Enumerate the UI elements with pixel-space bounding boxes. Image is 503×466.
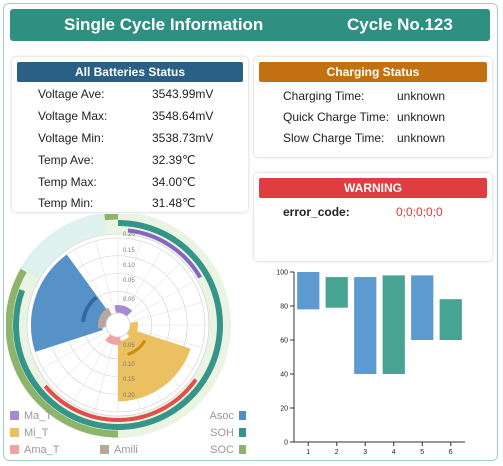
legend-swatch-mi_t [10,428,19,437]
x-tick-label: 3 [363,449,367,456]
error-code-label: error_code: [283,205,350,219]
soh-ring [13,220,223,430]
temp-min-label: Temp Min: [38,196,94,210]
y-tick-label: 0 [284,440,288,447]
data-sector-1 [31,254,109,352]
legend-swatch-ma_t [10,411,19,420]
hub-sector-0 [114,305,133,317]
charging-status-panel: Charging Status Charging Time: unknown Q… [254,57,492,157]
hub-center [105,312,131,338]
mi-t-inner-arc [127,339,147,356]
error-code-value: 0;0;0;0;0 [396,205,443,219]
radial-tick-label: 0.15 [123,377,135,383]
x-tick-label: 1 [306,449,310,456]
voltage-ave-value: 3543.99mV [152,87,214,101]
legend-swatch-ama_t [10,445,19,454]
grid-spoke [131,281,194,318]
radial-tick-label: 0.20 [123,393,135,399]
grid-spoke [125,249,162,312]
ma-t-arc [127,228,203,279]
warning-panel: WARNING error_code: 0;0;0;0;0 [254,173,492,261]
data-sector-0 [118,329,191,402]
voltage-min-label: Voltage Min: [38,131,105,145]
slow-charge-time-value: unknown [397,131,446,145]
bar-3 [354,277,377,374]
radial-tick-label: 0.05 [123,278,135,284]
y-tick-label: 80 [280,304,288,311]
page-title: Single Cycle Information [64,15,264,34]
hub-sector-3 [98,307,112,329]
grid-spoke [133,302,203,322]
grid-spoke [121,240,141,310]
legend-swatch-asoc [239,411,246,420]
temp-max-label: Temp Max: [38,175,97,189]
bar-6 [439,299,462,340]
grid-spoke [42,332,105,369]
y-tick-label: 40 [280,372,288,379]
legend-label-soc: SOC [210,444,234,456]
grid-spoke [95,240,115,310]
radial-tick-label: 0.05 [123,343,135,349]
voltage-ave-label: Voltage Ave: [38,87,105,101]
grid-spoke [74,338,111,401]
legend-swatch-soc [239,445,246,454]
quick-charge-time-label: Quick Charge Time: [283,110,390,124]
quick-charge-time-value: unknown [397,110,446,124]
grid-spoke [129,263,180,314]
voltage-min-value: 3538.73mV [152,131,214,145]
y-tick-label: 20 [280,406,288,413]
all-batteries-status-title: All Batteries Status [17,62,243,82]
grid-spoke [74,249,111,312]
legend-swatch-soh [239,428,246,437]
charging-status-title: Charging Status [259,62,487,82]
legend-label-amili: Amili [114,444,138,456]
cycle-number: Cycle No.123 [347,15,453,34]
warning-title: WARNING [259,178,487,198]
temp-ave-label: Temp Ave: [38,153,94,167]
y-tick-label: 100 [276,270,288,277]
charging-time-label: Charging Time: [283,89,365,103]
bar-2 [325,277,348,308]
page-header: Single Cycle Information Cycle No.123 [10,9,490,41]
grid-spoke [56,336,107,387]
legend-label-ama_t: Ama_T [24,444,60,456]
slow-charge-time-label: Slow Charge Time: [283,131,385,145]
grid-spoke [95,340,115,410]
temp-min-value: 31.48℃ [152,196,196,210]
x-tick-label: 4 [392,449,396,456]
voltage-max-label: Voltage Max: [38,109,108,123]
radial-tick-label: 0.10 [123,362,135,368]
bar-4 [382,275,405,374]
x-tick-label: 5 [420,449,424,456]
temp-ave-value: 32.39℃ [152,153,196,167]
temp-max-value: 34.00℃ [152,175,196,189]
legend-label-soh: SOH [210,427,234,439]
all-batteries-status-panel: All Batteries Status Voltage Ave: 3543.9… [12,57,248,212]
waterfall-bar-chart: 100 80 60 40 20 0 1 2 3 4 5 6 [276,270,465,456]
bar-5 [411,275,434,340]
grid-spoke [133,328,203,348]
radial-tick-label: 0.15 [123,248,135,254]
charging-time-value: unknown [397,89,446,103]
y-tick-label: 60 [280,338,288,345]
radial-tick-label: 0.20 [123,232,135,238]
x-tick-label: 2 [335,449,339,456]
legend-label-ma_t: Ma_T [24,410,52,422]
voltage-max-value: 3548.64mV [152,109,214,123]
radial-bar-chart: 0.20 0.15 0.10 0.05 0.00 0.05 0.10 0.15 0.20 Ma_T… [6,214,246,456]
legend-label-asoc: Asoc [210,410,235,422]
hub-sector-1 [126,321,138,340]
asoc-inner-arc [81,295,98,323]
bar-1 [297,272,320,310]
x-tick-label: 6 [449,449,453,456]
ama-t-arc [43,378,198,422]
outer-highlight [20,214,107,279]
radial-tick-label: 0.00 [123,297,135,303]
radial-tick-label: 0.10 [123,263,135,269]
legend-swatch-amili [100,445,109,454]
legend-label-mi_t: Mi_T [24,427,49,439]
hub-sector-2 [105,334,122,345]
